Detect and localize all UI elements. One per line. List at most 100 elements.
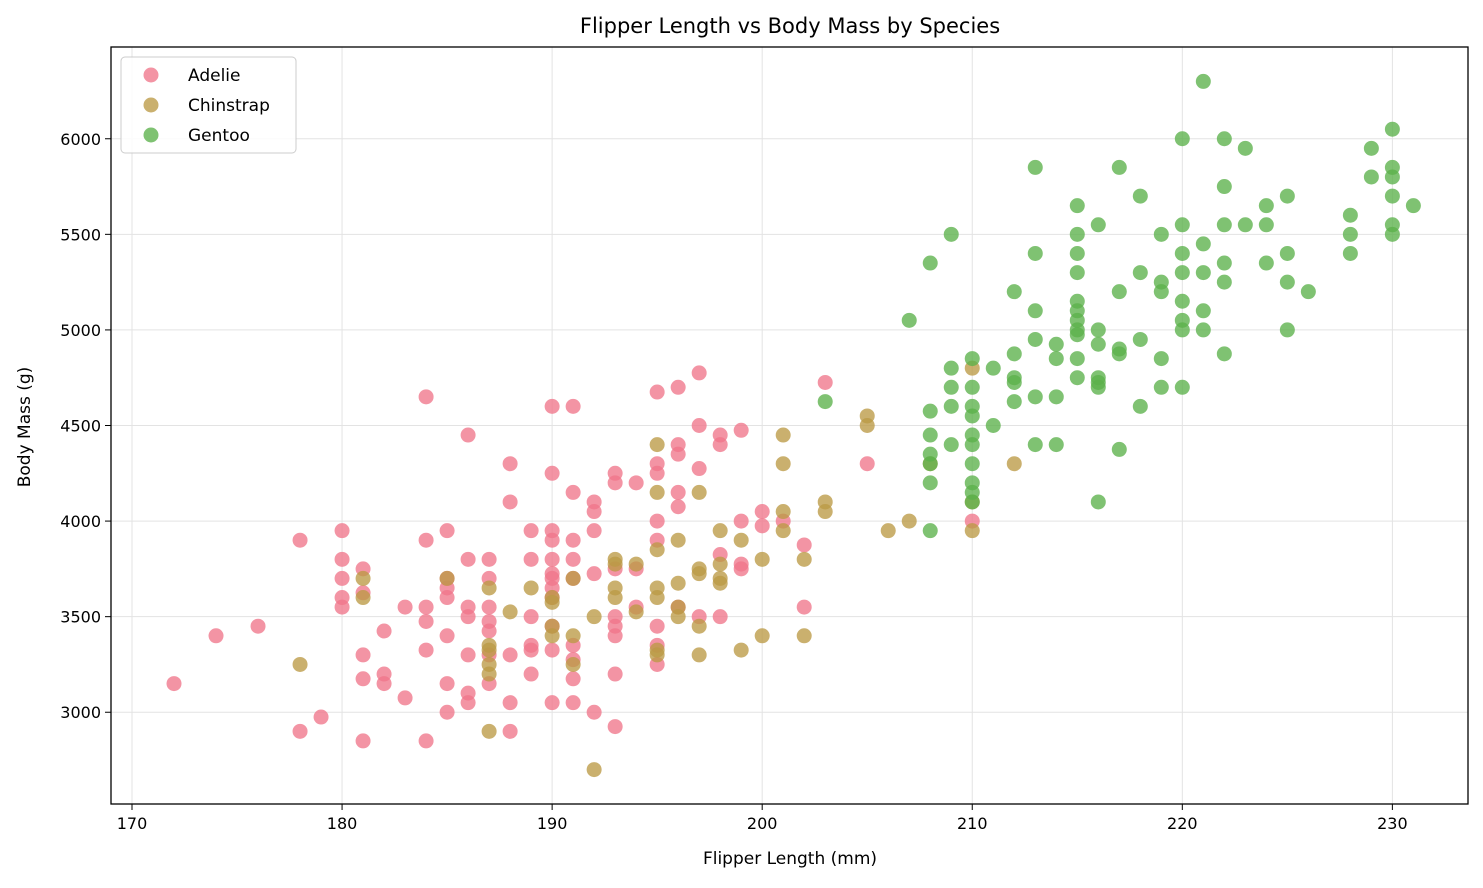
point-gentoo <box>964 379 980 395</box>
point-gentoo <box>1195 303 1211 319</box>
point-adelie <box>523 642 539 658</box>
point-adelie <box>565 484 581 500</box>
point-adelie <box>523 666 539 682</box>
point-adelie <box>250 618 266 634</box>
point-chinstrap <box>754 628 770 644</box>
point-gentoo <box>1384 188 1400 204</box>
point-gentoo <box>1153 226 1169 242</box>
point-adelie <box>460 609 476 625</box>
y-tick-label: 3000 <box>60 703 101 722</box>
point-chinstrap <box>439 570 455 586</box>
point-adelie <box>544 695 560 711</box>
point-gentoo <box>1384 121 1400 137</box>
point-chinstrap <box>565 656 581 672</box>
y-tick-label: 5000 <box>60 321 101 340</box>
point-gentoo <box>1111 284 1127 300</box>
point-adelie <box>418 532 434 548</box>
point-gentoo <box>1027 437 1043 453</box>
point-adelie <box>334 523 350 539</box>
point-adelie <box>460 551 476 567</box>
point-adelie <box>502 494 518 510</box>
point-adelie <box>334 570 350 586</box>
point-adelie <box>649 513 665 529</box>
series-chinstrap <box>292 360 1022 778</box>
point-gentoo <box>922 427 938 443</box>
point-adelie <box>670 446 686 462</box>
point-chinstrap <box>355 590 371 606</box>
point-adelie <box>355 647 371 663</box>
point-gentoo <box>1090 336 1106 352</box>
point-chinstrap <box>796 628 812 644</box>
point-gentoo <box>1279 322 1295 338</box>
point-gentoo <box>1048 351 1064 367</box>
point-adelie <box>523 551 539 567</box>
point-adelie <box>166 676 182 692</box>
point-adelie <box>502 695 518 711</box>
point-gentoo <box>1090 379 1106 395</box>
point-gentoo <box>1069 370 1085 386</box>
point-chinstrap <box>586 762 602 778</box>
point-gentoo <box>1342 226 1358 242</box>
x-tick-label: 230 <box>1377 814 1408 833</box>
point-adelie <box>649 384 665 400</box>
point-gentoo <box>1111 159 1127 175</box>
point-adelie <box>355 733 371 749</box>
point-adelie <box>418 599 434 615</box>
point-adelie <box>397 690 413 706</box>
point-gentoo <box>1027 389 1043 405</box>
point-gentoo <box>1069 265 1085 281</box>
point-gentoo <box>1174 379 1190 395</box>
x-tick-label: 200 <box>747 814 778 833</box>
point-gentoo <box>922 255 938 271</box>
point-chinstrap <box>481 580 497 596</box>
point-gentoo <box>1069 245 1085 261</box>
legend-marker-gentoo <box>143 127 159 143</box>
point-adelie <box>670 379 686 395</box>
point-adelie <box>397 599 413 615</box>
point-chinstrap <box>586 609 602 625</box>
point-chinstrap <box>733 642 749 658</box>
point-gentoo <box>1174 131 1190 147</box>
point-adelie <box>502 723 518 739</box>
point-gentoo <box>1216 274 1232 290</box>
point-gentoo <box>1216 255 1232 271</box>
point-adelie <box>439 704 455 720</box>
point-gentoo <box>1384 226 1400 242</box>
point-chinstrap <box>670 575 686 591</box>
point-chinstrap <box>775 523 791 539</box>
point-gentoo <box>1132 188 1148 204</box>
point-adelie <box>796 599 812 615</box>
point-adelie <box>292 532 308 548</box>
point-adelie <box>586 704 602 720</box>
point-gentoo <box>1027 245 1043 261</box>
point-adelie <box>565 671 581 687</box>
point-chinstrap <box>880 523 896 539</box>
point-chinstrap <box>649 437 665 453</box>
chart-title: Flipper Length vs Body Mass by Species <box>580 14 1000 38</box>
point-gentoo <box>1069 226 1085 242</box>
point-adelie <box>565 532 581 548</box>
point-gentoo <box>1216 179 1232 195</box>
point-adelie <box>418 613 434 629</box>
point-gentoo <box>1048 336 1064 352</box>
point-adelie <box>313 709 329 725</box>
point-gentoo <box>1153 284 1169 300</box>
point-chinstrap <box>649 647 665 663</box>
point-gentoo <box>964 408 980 424</box>
point-gentoo <box>964 456 980 472</box>
point-adelie <box>733 561 749 577</box>
point-chinstrap <box>796 551 812 567</box>
point-adelie <box>691 461 707 477</box>
point-gentoo <box>1174 293 1190 309</box>
point-gentoo <box>985 360 1001 376</box>
point-chinstrap <box>712 523 728 539</box>
point-chinstrap <box>775 504 791 520</box>
point-chinstrap <box>565 570 581 586</box>
point-gentoo <box>1405 198 1421 214</box>
point-adelie <box>439 676 455 692</box>
point-adelie <box>733 513 749 529</box>
point-adelie <box>481 599 497 615</box>
point-gentoo <box>1195 236 1211 252</box>
legend-marker-chinstrap <box>143 97 159 113</box>
